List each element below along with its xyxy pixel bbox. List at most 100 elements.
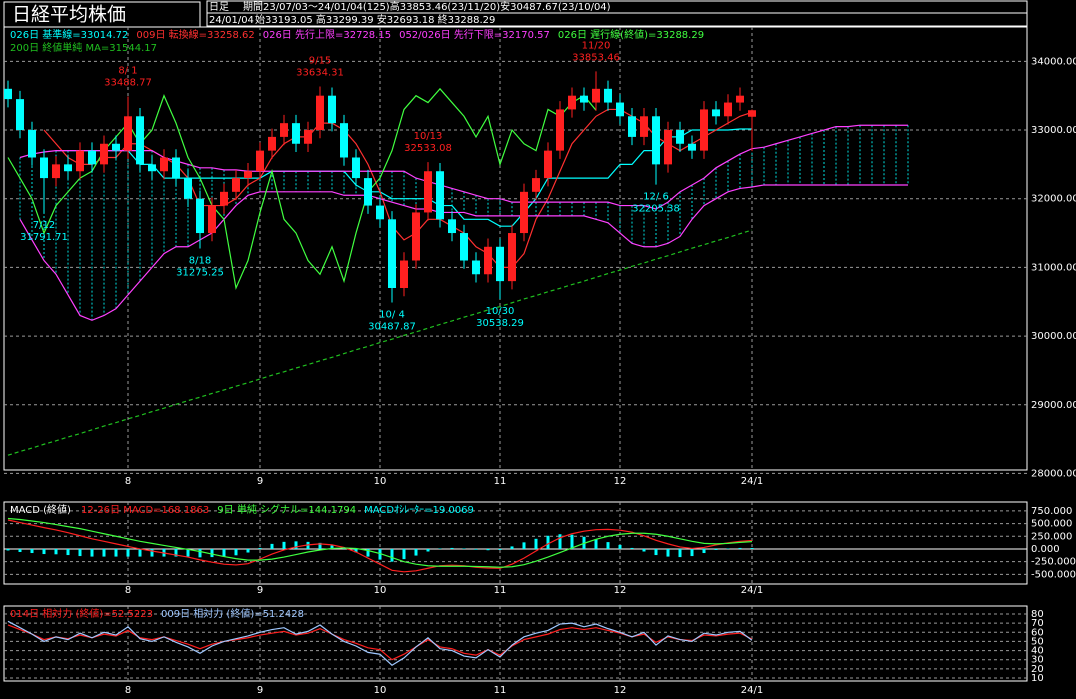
candle-body <box>748 110 756 117</box>
candle-body <box>244 171 252 179</box>
histogram-bar <box>666 548 670 557</box>
annotation-value: 33853.46 <box>572 52 620 63</box>
chart-title: 日経平均株価 <box>12 4 126 26</box>
histogram-bar <box>726 548 730 549</box>
candle-body <box>604 88 612 103</box>
x-tick-label: 10 <box>374 685 387 696</box>
histogram-bar <box>642 548 646 552</box>
legend-entry: 9日 単純 シグナル=144.1794 <box>217 503 356 516</box>
y-tick-label: 0.000 <box>1031 544 1060 555</box>
histogram-bar <box>198 548 202 558</box>
candle-body <box>304 130 312 144</box>
histogram-bar <box>102 548 106 557</box>
histogram-bar <box>258 547 262 549</box>
histogram-bar <box>390 548 394 562</box>
x-tick-label: 11 <box>494 476 507 487</box>
y-tick-label: 500.000 <box>1031 519 1072 530</box>
annotation-value: 30487.87 <box>368 322 416 333</box>
candle-body <box>292 123 300 144</box>
histogram-bar <box>618 544 622 549</box>
candle-body <box>40 157 48 179</box>
candle-body <box>652 116 660 165</box>
candle-body <box>496 246 504 282</box>
candle-body <box>544 150 552 179</box>
candle-body <box>460 233 468 261</box>
histogram-bar <box>414 548 418 556</box>
histogram-bar <box>378 548 382 560</box>
annotation-value: 31791.71 <box>20 232 68 243</box>
histogram-bar <box>570 534 574 549</box>
x-tick-label: 9 <box>257 585 263 596</box>
candle-body <box>688 143 696 151</box>
panel-title: MACD (終値) <box>10 503 71 516</box>
y-tick-label: 750.000 <box>1031 506 1072 517</box>
candle-body <box>136 116 144 165</box>
histogram-bar <box>738 547 742 549</box>
candle-body <box>640 116 648 137</box>
x-tick-label: 8 <box>125 585 131 596</box>
x-tick-label: 8 <box>125 476 131 487</box>
annotation-label: 9/15 <box>309 55 331 66</box>
histogram-bar <box>186 548 190 557</box>
candle-body <box>568 95 576 110</box>
histogram-bar <box>222 548 226 557</box>
histogram-bar <box>66 548 70 556</box>
legend-entry: 052/026日 先行下限=32170.57 <box>399 28 550 41</box>
y-tick-label: 34000.00 <box>1031 56 1076 67</box>
histogram-bar <box>330 545 334 549</box>
series-line <box>7 517 753 568</box>
candle-body <box>4 88 12 100</box>
annotation-label: 12/ 6 <box>643 192 669 203</box>
date: 24/01/04 <box>209 15 254 26</box>
histogram-bar <box>450 547 454 549</box>
candle-body <box>208 205 216 234</box>
candle-body <box>64 164 72 172</box>
candle-body <box>124 116 132 151</box>
x-tick-label: 9 <box>257 476 263 487</box>
header-box <box>206 12 1028 27</box>
y-tick-label: 250.000 <box>1031 531 1072 542</box>
annotation-value: 30538.29 <box>476 318 524 329</box>
histogram-bar <box>654 548 658 556</box>
candle-body <box>232 178 240 192</box>
histogram-bar <box>594 539 598 549</box>
histogram-bar <box>558 534 562 549</box>
histogram-bar <box>510 546 514 549</box>
candle-body <box>388 219 396 288</box>
histogram-bar <box>174 548 178 557</box>
histogram-bar <box>690 548 694 557</box>
histogram-bar <box>54 548 58 555</box>
histogram-bar <box>546 535 550 549</box>
annotation-value: 32533.08 <box>404 143 452 154</box>
x-tick-label: 12 <box>614 476 627 487</box>
legend-entry: 200日 終値単純 MA=31544.17 <box>10 41 157 54</box>
period: 期間23/07/03～24/01/04(125)高33853.46(23/11/… <box>243 0 611 13</box>
candle-body <box>616 102 624 117</box>
panel-frame <box>3 26 1028 471</box>
series-line <box>7 620 753 666</box>
histogram-bar <box>270 543 274 549</box>
period-type: 日足 <box>209 1 229 13</box>
legend-entry: 026日 先行上限=32728.15 <box>263 28 391 41</box>
panel-frame <box>3 605 1028 682</box>
candle-body <box>88 150 96 165</box>
annotation-label: 10/13 <box>414 131 443 142</box>
candle-body <box>160 157 168 172</box>
candle-body <box>328 95 336 124</box>
histogram-bar <box>462 548 466 549</box>
histogram-bar <box>702 548 706 554</box>
candle-body <box>676 130 684 144</box>
histogram-bar <box>750 547 754 549</box>
annotation-label: 10/ 4 <box>379 310 405 321</box>
y-tick-label: 60 <box>1031 627 1044 638</box>
candle-body <box>280 123 288 137</box>
histogram-bar <box>630 547 634 549</box>
y-tick-label: 32000.00 <box>1031 194 1076 205</box>
y-tick-label: 70 <box>1031 618 1044 629</box>
histogram-bar <box>114 548 118 557</box>
candle-body <box>52 164 60 179</box>
histogram-bar <box>426 548 430 552</box>
histogram-bar <box>6 548 10 551</box>
y-tick-label: 31000.00 <box>1031 262 1076 273</box>
